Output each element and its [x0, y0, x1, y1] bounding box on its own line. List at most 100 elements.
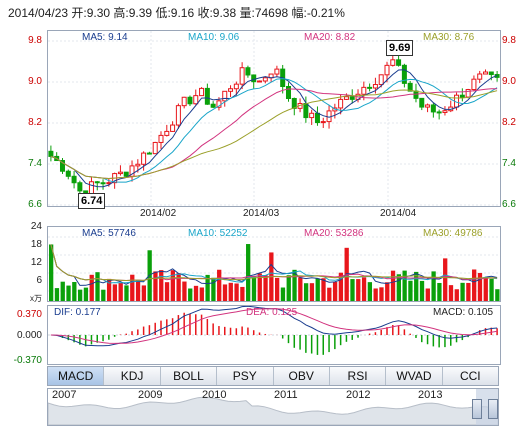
tab-psy[interactable]: PSY — [217, 367, 274, 385]
ma10-label: MA10: 9.06 — [188, 32, 240, 43]
volume-chart[interactable] — [48, 227, 500, 301]
price-right-tick: 8.2 — [502, 117, 516, 128]
price-left-tick: 8.2 — [28, 117, 42, 128]
macd-chart[interactable] — [48, 305, 500, 364]
volume-bar — [112, 284, 118, 301]
volume-bar — [234, 283, 239, 301]
dea-label: DEA: 0.125 — [246, 307, 298, 318]
candle-body — [274, 68, 280, 75]
candle-body — [204, 87, 210, 105]
vol-tick: 12 — [30, 257, 42, 268]
nav-year: 2010 — [202, 389, 227, 401]
tab-obv[interactable]: OBV — [274, 367, 330, 385]
candle-body — [146, 152, 152, 155]
candle-body — [436, 111, 442, 114]
candle-body — [100, 182, 106, 185]
candle-body — [338, 98, 344, 109]
volume-bar — [425, 288, 430, 301]
volume-bar — [460, 282, 465, 301]
vol-unit: x万 — [30, 294, 42, 303]
volume-bar — [408, 280, 413, 301]
tab-rsi[interactable]: RSI — [330, 367, 387, 385]
volume-bar — [182, 281, 187, 301]
candle-body — [483, 71, 489, 75]
tab-kdj[interactable]: KDJ — [104, 367, 161, 385]
candle-body — [228, 88, 234, 92]
candle-body — [361, 86, 367, 95]
ohlc-summary: 2014/04/23 开:9.30 高:9.39 低:9.16 收:9.38 量… — [8, 6, 345, 20]
nav-year: 2007 — [52, 389, 77, 401]
candle-body — [158, 134, 164, 143]
volume-panel[interactable]: MA5: 57746 MA10: 52252 MA20: 53286 MA30:… — [47, 226, 501, 302]
volume-bar — [414, 271, 419, 301]
candle-body — [303, 102, 309, 119]
volume-bar — [472, 269, 477, 301]
vol-tick: 6 — [36, 275, 42, 286]
volume-bar — [350, 279, 355, 301]
vol-ma-line — [50, 244, 498, 282]
volume-bar — [431, 271, 436, 301]
nav-year: 2012 — [346, 389, 371, 401]
dif-label: DIF: 0.177 — [54, 307, 101, 318]
volume-bar — [477, 272, 483, 301]
high-price-callout: 9.69 — [386, 40, 414, 56]
candle-body — [419, 97, 425, 108]
volume-bar — [483, 277, 488, 301]
volume-bar — [141, 285, 147, 301]
vol-tick: 24 — [30, 221, 42, 232]
candle-body — [378, 74, 384, 86]
vol-ma5-label: MA5: 57746 — [82, 228, 136, 239]
volume-bar — [466, 282, 471, 301]
candle-body — [430, 104, 436, 113]
candle-body — [396, 59, 402, 66]
volume-bar — [396, 274, 401, 301]
volume-bar — [419, 280, 425, 301]
tab-wvad[interactable]: WVAD — [386, 367, 443, 385]
indicator-tabs: MACD KDJ BOLL PSY OBV RSI WVAD CCI — [47, 366, 499, 386]
navigator-left-handle[interactable] — [472, 399, 482, 419]
candle-body — [199, 87, 205, 97]
volume-bar — [54, 288, 60, 301]
volume-bar — [130, 274, 135, 301]
candle-body — [390, 59, 396, 66]
candle-body — [71, 175, 77, 184]
price-right-tick: 6.6 — [502, 199, 516, 210]
volume-bar — [222, 284, 228, 301]
candle-body — [285, 85, 291, 99]
date-tick: 2014/03 — [243, 208, 280, 219]
candle-body — [135, 163, 141, 167]
volume-bar — [257, 273, 262, 301]
candle-body — [141, 152, 147, 165]
volume-bar — [385, 282, 390, 301]
macd-panel[interactable]: DIF: 0.177 DEA: 0.125 MACD: 0.105 — [47, 305, 501, 365]
volume-bar — [280, 287, 286, 301]
tab-macd[interactable]: MACD — [48, 367, 105, 385]
volume-bar — [193, 285, 199, 301]
candle-body — [239, 67, 245, 85]
volume-bar — [124, 285, 129, 301]
vol-ma-line — [50, 244, 498, 282]
date-tick: 2014/04 — [380, 208, 417, 219]
price-panel[interactable]: MA5: 9.14 MA10: 9.06 MA20: 8.82 MA30: 8.… — [47, 30, 501, 207]
candlestick-chart[interactable] — [48, 31, 500, 206]
volume-bar — [240, 286, 245, 301]
candle-body — [59, 160, 65, 172]
candle-body — [384, 64, 390, 76]
candle-body — [314, 112, 320, 124]
macd-tick: 0.370 — [16, 309, 42, 320]
tab-cci[interactable]: CCI — [459, 369, 481, 383]
candle-body — [320, 121, 326, 124]
time-navigator[interactable]: 2007 2009 2010 2011 2012 2013 — [47, 388, 499, 426]
tab-boll[interactable]: BOLL — [161, 367, 218, 385]
candle-body — [117, 171, 123, 175]
volume-bar — [356, 279, 361, 301]
volume-bar — [246, 244, 251, 301]
volume-bar — [77, 289, 83, 301]
candle-body — [152, 141, 158, 155]
volume-bar — [153, 271, 158, 301]
candle-body — [94, 181, 100, 184]
candle-body — [471, 78, 477, 91]
volume-bar — [443, 258, 448, 301]
navigator-right-handle[interactable] — [488, 399, 498, 419]
